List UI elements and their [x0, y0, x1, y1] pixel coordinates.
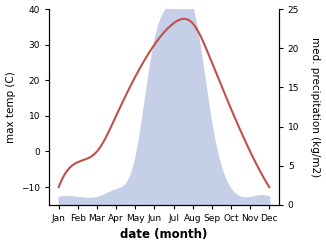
Y-axis label: med. precipitation (kg/m2): med. precipitation (kg/m2)	[310, 37, 320, 177]
Y-axis label: max temp (C): max temp (C)	[6, 71, 16, 143]
X-axis label: date (month): date (month)	[120, 228, 208, 242]
